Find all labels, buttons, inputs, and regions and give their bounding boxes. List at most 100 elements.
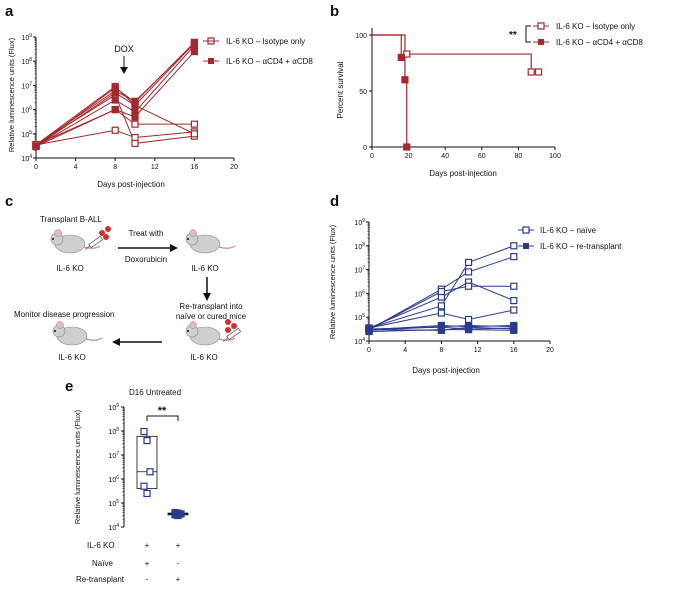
data-point <box>131 98 139 106</box>
y-tick-label: 105 <box>108 499 119 508</box>
data-point <box>32 142 40 151</box>
legend-marker-filled <box>538 39 544 45</box>
mouse-ear <box>56 321 64 329</box>
table-cell: + <box>145 541 150 550</box>
panel-e-chart: 104 105 106 107 108 109 <box>108 403 189 532</box>
schematic-ko-3: IL-6 KO <box>190 353 218 362</box>
panel-e-ylabel: Relative luminescence units (Flux) <box>73 409 82 524</box>
series-line <box>368 245 514 329</box>
y-tick-label: 108 <box>108 427 119 436</box>
y-tick-label: 100 <box>355 33 367 40</box>
mouse-1 <box>50 229 101 254</box>
table-row-label: Re-transplant <box>76 575 125 584</box>
x-tick-label: 4 <box>403 347 407 354</box>
censor-marker <box>401 76 409 84</box>
x-tick-label: 40 <box>441 153 449 160</box>
mouse-3 <box>185 321 236 346</box>
table-cell: + <box>176 541 181 550</box>
x-tick-label: 0 <box>370 153 374 160</box>
cell-dot <box>105 226 111 232</box>
censor-marker <box>527 68 535 76</box>
x-tick-label: 60 <box>478 153 486 160</box>
mouse-eye <box>187 238 189 240</box>
series-line <box>35 42 195 147</box>
mouse-tail <box>218 245 236 249</box>
series-line <box>368 281 514 329</box>
y-tick-label: 105 <box>354 313 365 322</box>
series-line <box>368 285 514 331</box>
x-tick-label: 12 <box>151 164 159 171</box>
table-cell: + <box>176 575 181 584</box>
mouse-4 <box>52 321 103 346</box>
panel-d-legend-1: IL-6 KO – naïve <box>540 226 597 235</box>
data-point <box>131 120 139 128</box>
series-line <box>35 42 195 147</box>
data-point <box>464 282 473 290</box>
y-tick-label: 105 <box>21 130 32 139</box>
y-tick-label: 109 <box>108 403 119 412</box>
schematic-monitor: Monitor disease progression <box>14 310 115 319</box>
data-point <box>464 315 473 324</box>
data-point <box>111 84 119 92</box>
panel-a-xlabel: Days post-injection <box>97 180 165 189</box>
mouse-tail <box>83 245 101 249</box>
data-point <box>131 139 139 148</box>
y-tick-label: 107 <box>108 451 119 460</box>
syringe-needle <box>222 337 229 342</box>
mouse-ear <box>54 229 62 237</box>
panel-a-dox-arrow <box>120 56 128 74</box>
censor-marker <box>403 143 411 151</box>
survival-curve <box>372 34 408 147</box>
mouse-eye <box>54 330 56 332</box>
schematic-retransplant-2: naïve or cured mice <box>176 312 247 321</box>
panel-d-xlabel: Days post-injection <box>412 366 480 375</box>
x-tick-label: 8 <box>439 347 443 354</box>
y-tick-label: 0 <box>363 145 367 152</box>
data-point <box>140 427 148 436</box>
cell-dot <box>225 327 231 333</box>
panel-d-chart: 0 4 8 12 16 20 104 105 106 107 108 109 <box>354 218 554 354</box>
panel-b-ylabel: Percent survival <box>336 61 345 118</box>
schematic-treat-label-2: Doxorubicin <box>125 255 167 264</box>
y-tick-label: 107 <box>354 266 365 275</box>
data-point <box>111 126 119 134</box>
panel-letter-e: e <box>65 378 73 395</box>
data-point <box>437 309 445 317</box>
panel-b-legend-2: IL-6 KO – αCD4 + αCD8 <box>556 38 643 47</box>
syringe-1 <box>84 235 104 250</box>
panel-letter-d: d <box>330 193 339 210</box>
data-point <box>510 306 518 314</box>
mouse-eye <box>52 238 54 240</box>
data-point <box>437 302 445 310</box>
data-point <box>365 326 373 334</box>
panel-letter-c: c <box>5 193 13 210</box>
legend-marker-open <box>522 226 530 234</box>
data-point <box>437 326 445 334</box>
mouse-ear <box>189 229 197 237</box>
data-point <box>131 133 139 142</box>
mouse-tail <box>85 337 103 341</box>
data-point <box>111 105 119 114</box>
y-tick-label: 104 <box>108 523 119 532</box>
syringe-2 <box>222 327 242 342</box>
data-point <box>510 325 518 333</box>
cell-dot <box>225 319 231 325</box>
panel-a-legend-2: IL-6 KO – αCD4 + αCD8 <box>226 57 313 66</box>
y-tick-label: 106 <box>354 289 365 298</box>
table-cell: + <box>145 559 150 568</box>
data-point <box>464 258 473 267</box>
panel-a-legend-1: IL-6 KO – Isotype only <box>226 37 305 46</box>
series-line <box>35 109 195 146</box>
mouse-eye <box>187 330 189 332</box>
x-tick-label: 20 <box>546 347 554 354</box>
panel-d-legend-2: IL-6 KO – re-transplant <box>540 242 622 251</box>
series-line <box>368 309 514 329</box>
legend-marker-open <box>537 22 545 30</box>
data-point <box>190 38 198 46</box>
significance-bracket <box>525 25 531 43</box>
data-point <box>140 482 148 490</box>
panel-d-ylabel: Relative luminescence units (Flux) <box>328 224 337 339</box>
x-tick-label: 8 <box>113 164 117 171</box>
data-point <box>464 323 473 331</box>
censor-marker <box>397 53 405 62</box>
